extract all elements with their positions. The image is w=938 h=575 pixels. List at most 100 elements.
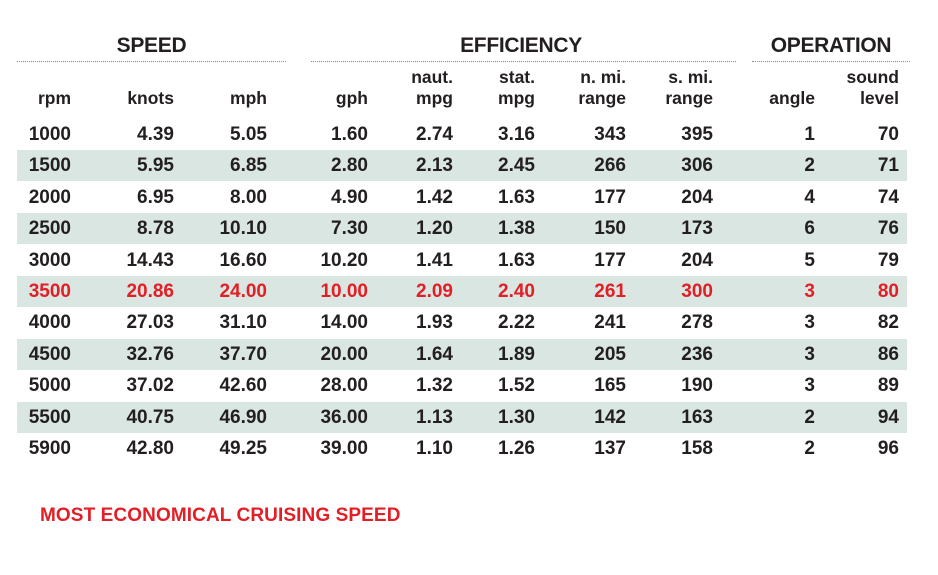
table-row: 4500 32.76 37.70 20.00 1.64 1.89 205 236 3 86 [17,338,907,370]
cell-nmi-range: 137 [594,438,626,459]
cell-knots: 4.39 [137,124,174,145]
cell-rpm: 3500 [28,281,71,302]
cell-naut-mpg: 2.13 [416,155,453,177]
column-header-angle: angle [769,88,815,108]
section-title-speed: SPEED [116,34,187,57]
column-header-sound-level: sound level [846,67,900,108]
cell-nmi-range: 165 [594,375,626,397]
cell-angle: 6 [804,218,815,240]
cell-angle: 3 [804,312,815,334]
cell-angle: 2 [804,406,815,428]
cell-naut-mpg: 1.42 [416,186,453,208]
cell-mph: 24.00 [219,281,267,302]
cell-angle: 1 [804,124,815,145]
cell-smi-range: 158 [681,438,713,459]
cell-rpm: 2000 [28,186,71,208]
column-header-knots: knots [127,88,174,108]
cell-gph: 4.90 [331,186,368,208]
cell-stat-mpg: 1.89 [498,343,535,365]
cell-rpm: 5000 [28,375,71,397]
column-header-gph: gph [335,88,368,108]
cell-sound-level: 76 [877,218,899,240]
cell-stat-mpg: 1.26 [498,438,535,459]
cell-rpm: 5500 [28,406,71,428]
cell-smi-range: 300 [681,281,713,302]
cell-nmi-range: 261 [594,281,626,302]
cell-rpm: 4000 [28,312,71,334]
cell-stat-mpg: 1.63 [498,186,535,208]
cell-angle: 4 [804,186,815,208]
cell-smi-range: 306 [681,155,713,177]
cell-angle: 3 [804,375,815,397]
cell-naut-mpg: 1.20 [416,218,453,240]
cell-stat-mpg: 1.30 [498,406,535,428]
cell-nmi-range: 177 [594,249,626,271]
section-divider-efficiency [311,61,736,62]
cell-mph: 5.05 [230,124,267,145]
cell-mph: 37.70 [219,343,267,365]
cell-naut-mpg: 2.74 [416,124,453,145]
cell-sound-level: 82 [877,312,899,334]
cell-smi-range: 236 [681,343,713,365]
cell-gph: 14.00 [320,312,368,334]
table-row: 3000 14.43 16.60 10.20 1.41 1.63 177 204 5 79 [17,245,907,276]
cell-naut-mpg: 1.64 [416,343,453,365]
cell-sound-level: 70 [877,124,899,145]
cell-stat-mpg: 2.22 [498,312,535,334]
cell-knots: 42.80 [126,438,174,459]
cell-rpm: 3000 [28,249,71,271]
section-divider-speed [17,61,286,62]
cell-sound-level: 86 [877,343,899,365]
cell-sound-level: 89 [877,375,899,397]
cell-smi-range: 163 [681,406,713,428]
cell-stat-mpg: 2.45 [498,155,535,177]
cell-knots: 40.75 [126,406,174,428]
table-row: 5000 37.02 42.60 28.00 1.32 1.52 165 190 3 89 [17,370,907,401]
cell-nmi-range: 177 [594,186,626,208]
table-row: 5500 40.75 46.90 36.00 1.13 1.30 142 163 2 94 [17,401,907,433]
cell-knots: 32.76 [126,343,174,365]
cell-mph: 6.85 [230,155,267,177]
cell-gph: 10.00 [320,281,368,302]
cell-knots: 5.95 [137,155,174,177]
cell-nmi-range: 142 [594,406,626,428]
cell-stat-mpg: 3.16 [498,124,535,145]
cell-nmi-range: 266 [594,155,626,177]
cell-mph: 49.25 [219,438,267,459]
cell-rpm: 5900 [28,438,71,459]
cell-smi-range: 173 [681,218,713,240]
cell-sound-level: 96 [877,438,899,459]
cell-gph: 36.00 [320,406,368,428]
column-header-mph: mph [230,88,267,108]
cell-mph: 8.00 [230,186,267,208]
cell-gph: 39.00 [320,438,368,459]
column-header-naut-mpg: naut. mpg [411,67,453,108]
cell-smi-range: 204 [681,249,713,271]
cell-mph: 42.60 [219,375,267,397]
table-row: 5900 42.80 49.25 39.00 1.10 1.26 137 158 2 96 [17,433,907,464]
cell-nmi-range: 205 [594,343,626,365]
cell-knots: 14.43 [126,249,174,271]
cell-knots: 37.02 [126,375,174,397]
cell-angle: 3 [804,281,815,302]
cell-naut-mpg: 1.13 [416,406,453,428]
cell-smi-range: 204 [681,186,713,208]
cell-sound-level: 74 [877,186,899,208]
table-row: 1000 4.39 5.05 1.60 2.74 3.16 343 395 1 70 [17,119,907,150]
cell-knots: 8.78 [137,218,174,240]
table-row: 4000 27.03 31.10 14.00 1.93 2.22 241 278 3 82 [17,307,907,338]
cell-nmi-range: 150 [594,218,626,240]
table-row: 2000 6.95 8.00 4.90 1.42 1.63 177 204 4 74 [17,182,907,213]
cell-rpm: 4500 [28,343,71,365]
cell-angle: 5 [804,249,815,271]
cell-stat-mpg: 1.38 [498,218,535,240]
table-row-most-economical: 3500 20.86 24.00 10.00 2.09 2.40 261 300 3 80 [17,276,907,307]
cell-knots: 20.86 [126,281,174,302]
legend-most-economical: MOST ECONOMICAL CRUISING SPEED [40,505,401,526]
cell-mph: 10.10 [219,218,267,240]
cell-rpm: 1000 [28,124,71,145]
cell-gph: 10.20 [320,249,368,271]
column-header-smi-range: s. mi. range [665,67,713,108]
table-row: 1500 5.95 6.85 2.80 2.13 2.45 266 306 2 71 [17,150,907,182]
cell-knots: 27.03 [126,312,174,334]
